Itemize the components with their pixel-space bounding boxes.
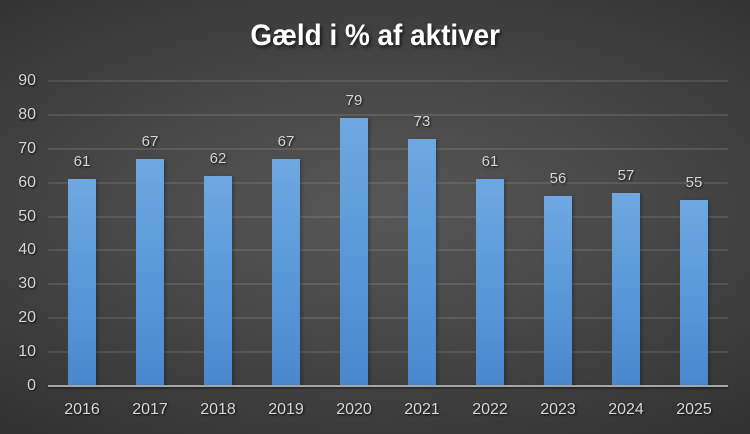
data-label-2024: 57 (617, 166, 635, 184)
data-label-2017: 67 (141, 132, 159, 150)
bar-2023 (544, 196, 572, 386)
y-axis-tick-label: 10 (18, 343, 36, 361)
y-axis-tick-label: 70 (18, 139, 36, 157)
y-axis-tick-label: 30 (18, 275, 36, 293)
gridline-80 (48, 113, 728, 116)
x-axis-tick-label: 2022 (472, 401, 508, 418)
y-axis-tick-label: 20 (18, 309, 36, 327)
data-label-2023: 56 (549, 170, 567, 188)
bar-2021 (408, 138, 436, 386)
y-axis-tick-label: 0 (27, 377, 36, 394)
bar-2017 (136, 158, 164, 386)
gridline-10 (48, 351, 728, 354)
x-axis-tick-label: 2020 (336, 401, 372, 418)
y-axis-tick-label: 60 (18, 173, 36, 191)
y-axis-tick-label: 80 (18, 105, 36, 123)
x-axis-line (48, 385, 728, 387)
gridline-60 (48, 181, 728, 184)
data-label-2019: 67 (277, 132, 295, 150)
x-axis-tick-label: 2019 (268, 401, 304, 418)
data-label-2021: 73 (413, 112, 431, 130)
x-axis-tick-label: 2021 (404, 401, 440, 418)
data-label-2016: 61 (73, 153, 91, 171)
bar-2020 (340, 118, 368, 386)
gridline-70 (48, 147, 728, 150)
data-label-2020: 79 (345, 92, 363, 110)
gridline-50 (48, 215, 728, 218)
y-axis-tick-label: 90 (18, 72, 36, 89)
gridline-90 (48, 80, 728, 82)
bar-2019 (272, 158, 300, 386)
bar-2018 (204, 175, 232, 386)
chart-title: Gæld i % af aktiver (0, 19, 750, 53)
gridline-20 (48, 317, 728, 320)
x-axis-tick-label: 2024 (608, 401, 644, 418)
bar-2025 (680, 199, 708, 386)
gridline-40 (48, 249, 728, 252)
x-axis-tick-label: 2016 (64, 401, 100, 418)
gridline-30 (48, 283, 728, 286)
data-label-2025: 55 (685, 173, 703, 191)
chart-title-text: Gæld i % af aktiver (250, 19, 500, 52)
bar-2024 (612, 192, 640, 386)
data-label-2018: 62 (209, 149, 227, 167)
x-axis-tick-label: 2018 (200, 401, 236, 418)
y-axis-tick-label: 40 (18, 241, 36, 259)
data-label-2022: 61 (481, 153, 499, 171)
bar-2022 (476, 179, 504, 386)
x-axis-tick-label: 2023 (540, 401, 576, 418)
x-axis-tick-label: 2025 (676, 401, 712, 418)
bar-2016 (68, 179, 96, 386)
y-axis-tick-label: 50 (18, 207, 36, 225)
x-axis-tick-label: 2017 (132, 401, 168, 418)
